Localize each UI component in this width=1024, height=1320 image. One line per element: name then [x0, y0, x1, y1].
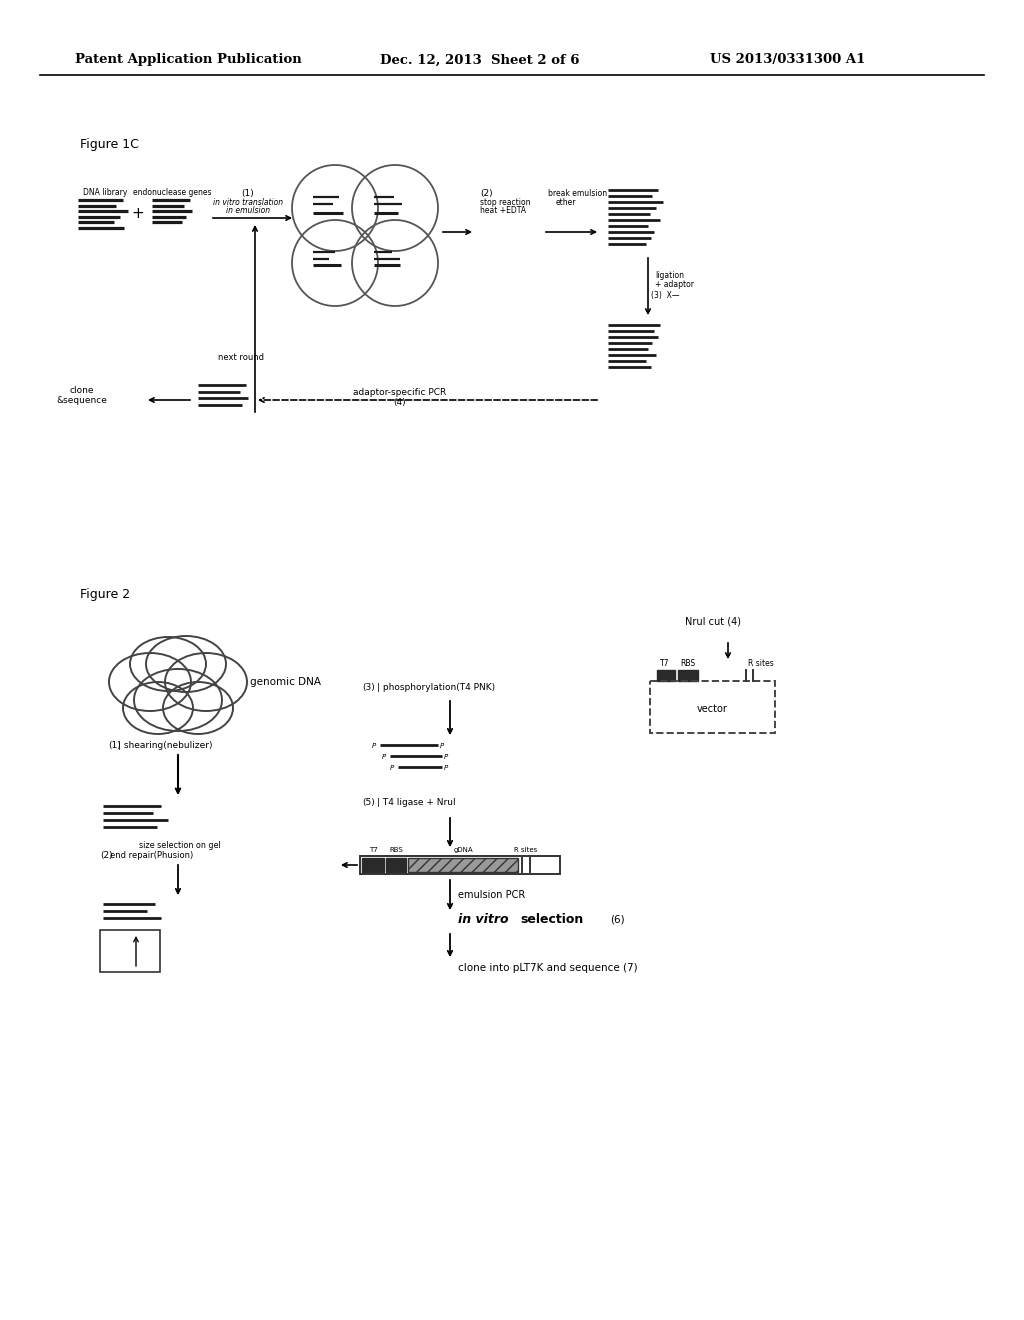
- Text: RBS: RBS: [389, 847, 402, 853]
- Text: (3)  X—: (3) X—: [651, 290, 680, 300]
- Text: genomic DNA: genomic DNA: [250, 677, 321, 686]
- Text: | phosphorylation(T4 PNK): | phosphorylation(T4 PNK): [377, 682, 496, 692]
- Text: ether: ether: [556, 198, 577, 207]
- Text: (6): (6): [610, 915, 625, 925]
- Text: Patent Application Publication: Patent Application Publication: [75, 54, 302, 66]
- Text: (5): (5): [362, 799, 375, 807]
- Text: US 2013/0331300 A1: US 2013/0331300 A1: [710, 54, 865, 66]
- Text: &sequence: &sequence: [56, 396, 108, 405]
- Text: | shearing(nebulizer): | shearing(nebulizer): [118, 741, 213, 750]
- Text: T7: T7: [660, 659, 670, 668]
- Bar: [386, 858, 406, 873]
- Text: NruI cut (4): NruI cut (4): [685, 616, 741, 627]
- Text: (1): (1): [108, 741, 121, 750]
- Text: end repair(Phusion): end repair(Phusion): [110, 851, 194, 861]
- Text: P: P: [390, 766, 394, 771]
- Text: ligation: ligation: [655, 271, 684, 280]
- Text: Figure 2: Figure 2: [80, 587, 130, 601]
- Text: P: P: [444, 766, 449, 771]
- Text: Figure 1C: Figure 1C: [80, 139, 139, 150]
- Text: DNA library: DNA library: [83, 187, 127, 197]
- Text: (4): (4): [393, 399, 407, 407]
- Text: in vitro translation: in vitro translation: [213, 198, 283, 207]
- Text: heat +EDTA: heat +EDTA: [480, 206, 526, 215]
- Text: clone into pLT7K and sequence (7): clone into pLT7K and sequence (7): [458, 964, 638, 973]
- Bar: [360, 855, 560, 874]
- Bar: [100, 931, 160, 972]
- Text: Dec. 12, 2013  Sheet 2 of 6: Dec. 12, 2013 Sheet 2 of 6: [380, 54, 580, 66]
- Text: P: P: [372, 743, 376, 748]
- Text: | T4 ligase + NruI: | T4 ligase + NruI: [377, 799, 456, 807]
- Text: emulsion PCR: emulsion PCR: [458, 890, 525, 900]
- Text: clone: clone: [70, 385, 94, 395]
- Text: size selection on gel: size selection on gel: [139, 841, 221, 850]
- Bar: [678, 671, 698, 681]
- Text: break emulsion: break emulsion: [548, 189, 607, 198]
- Text: R sites: R sites: [748, 659, 774, 668]
- Text: RBS: RBS: [680, 659, 695, 668]
- Text: stop reaction: stop reaction: [480, 198, 530, 207]
- Text: adaptor-specific PCR: adaptor-specific PCR: [353, 388, 446, 397]
- Text: P: P: [440, 743, 444, 748]
- Text: in emulsion: in emulsion: [226, 206, 270, 215]
- Text: +: +: [132, 206, 144, 220]
- Text: P: P: [382, 754, 386, 760]
- Text: next round: next round: [218, 352, 264, 362]
- Text: gDNA: gDNA: [454, 847, 473, 853]
- Text: (3): (3): [362, 682, 375, 692]
- Text: R sites: R sites: [514, 847, 538, 853]
- Bar: [408, 858, 518, 873]
- Bar: [657, 671, 675, 681]
- Bar: [650, 681, 775, 733]
- Text: vector: vector: [697, 704, 728, 714]
- Text: P: P: [444, 754, 449, 760]
- Text: selection: selection: [520, 913, 584, 927]
- Text: T7: T7: [369, 847, 378, 853]
- Text: (2): (2): [100, 851, 113, 861]
- Text: in vitro: in vitro: [458, 913, 509, 927]
- Text: (2): (2): [480, 189, 493, 198]
- Bar: [362, 858, 384, 873]
- Text: (1): (1): [242, 189, 254, 198]
- Text: + adaptor: + adaptor: [655, 280, 694, 289]
- Text: endonuclease genes: endonuclease genes: [133, 187, 211, 197]
